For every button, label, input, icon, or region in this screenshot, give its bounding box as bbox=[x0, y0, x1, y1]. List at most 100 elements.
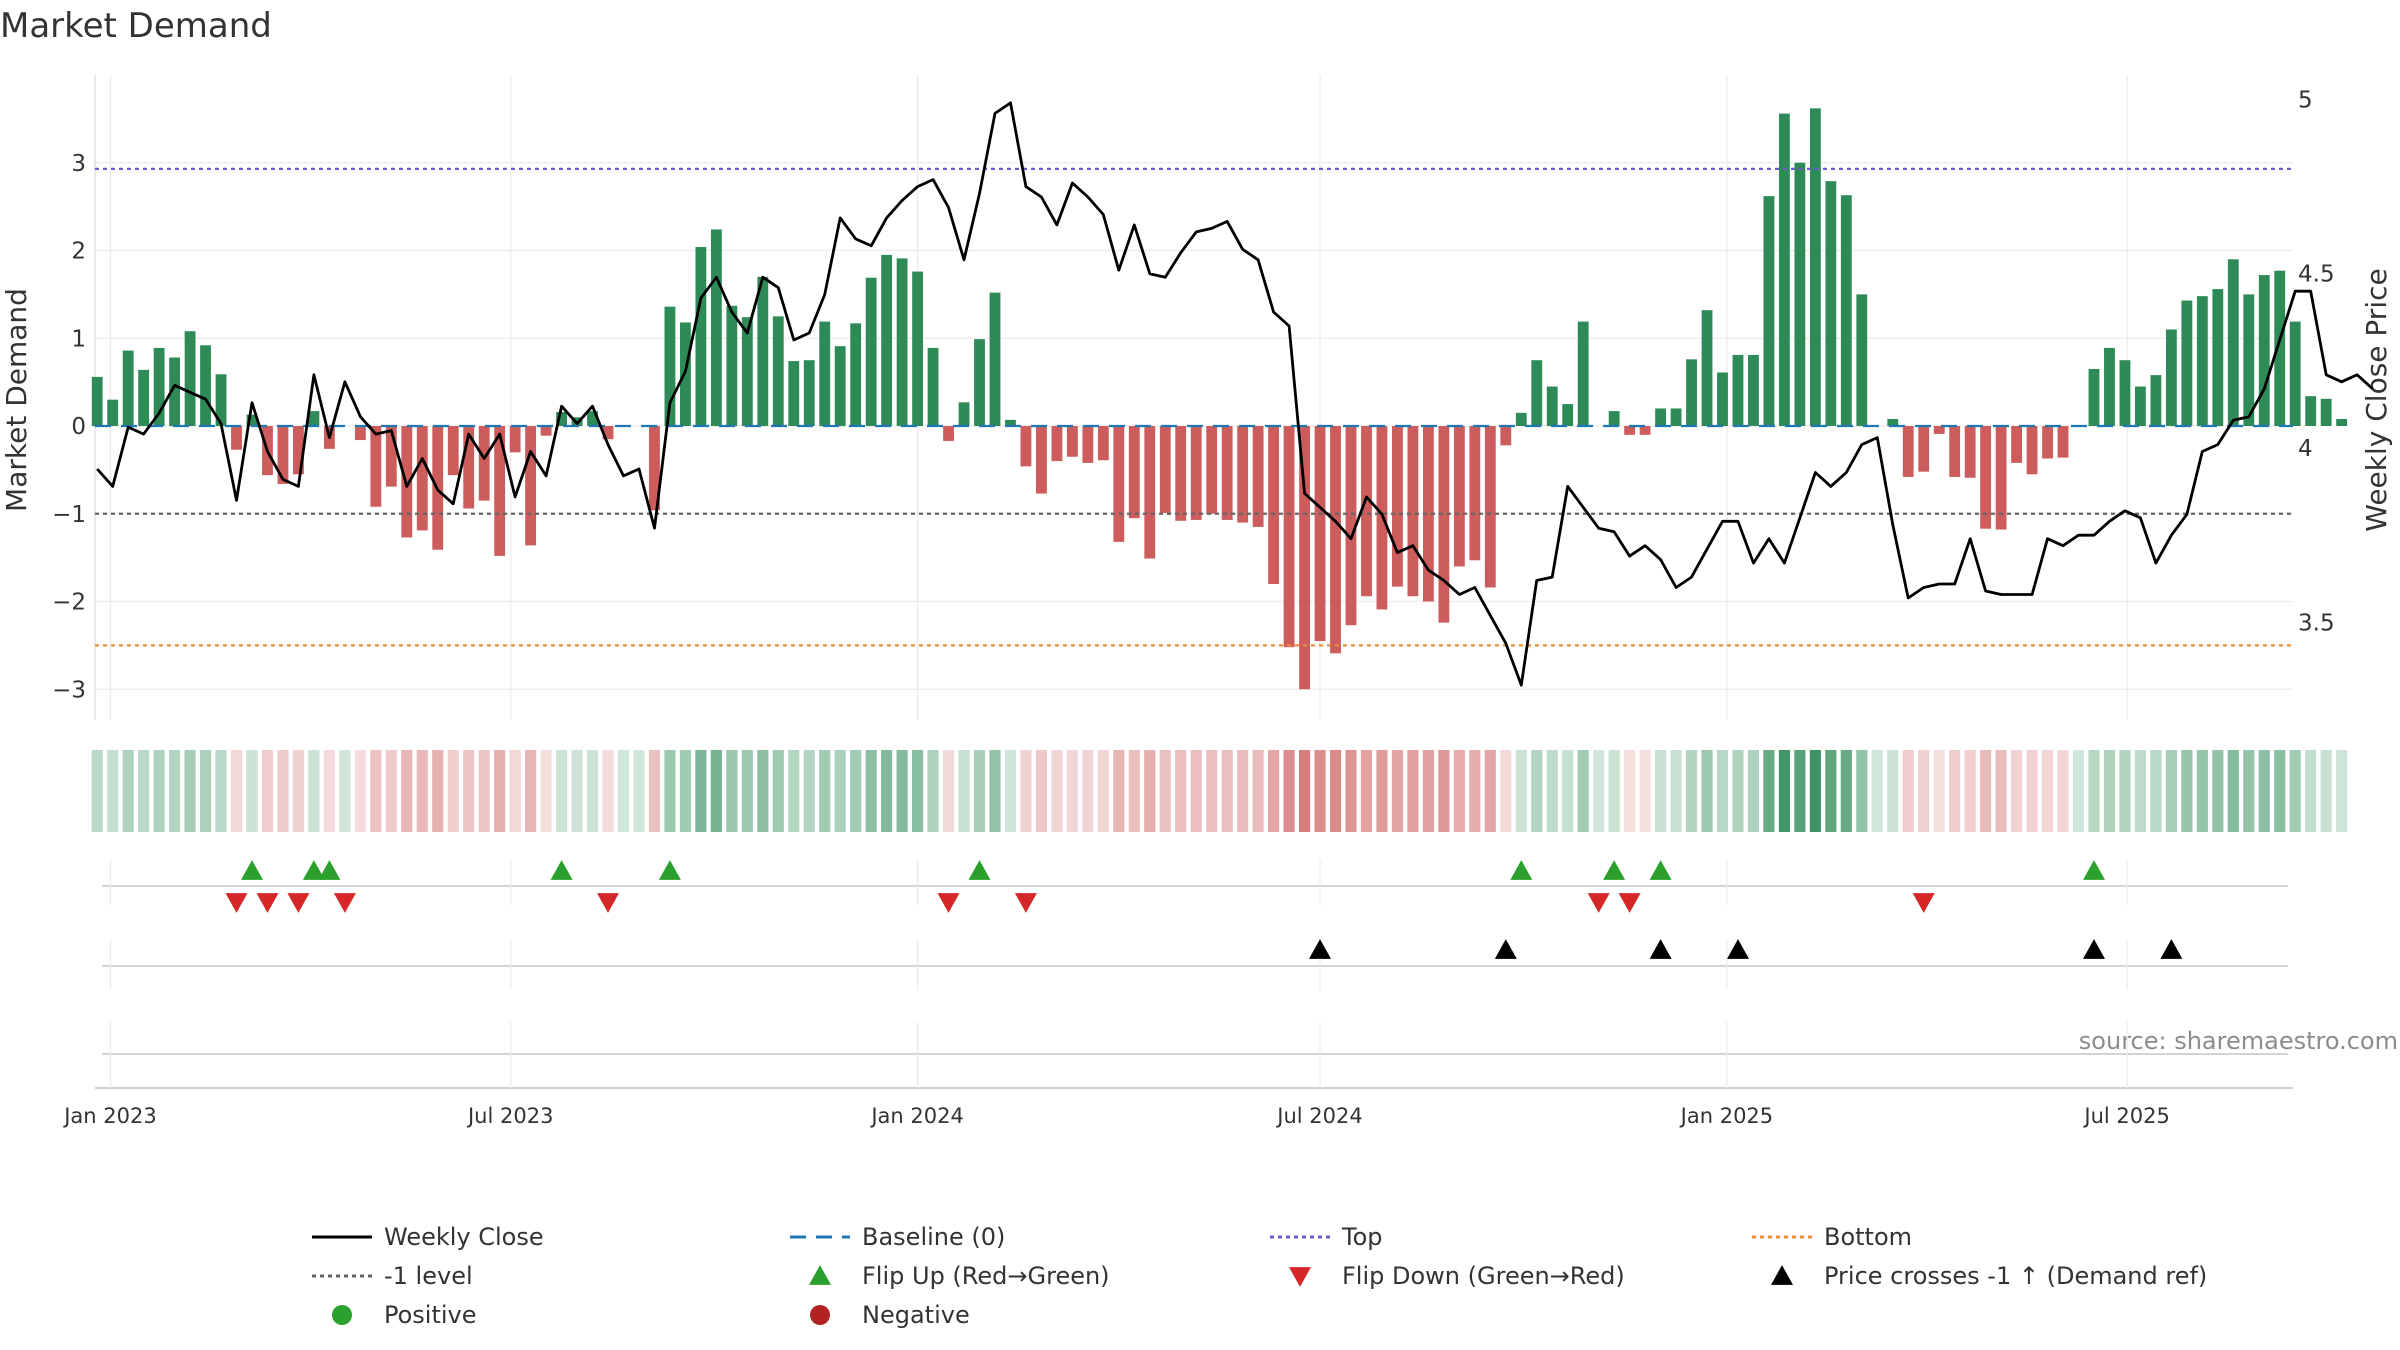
heat-cell bbox=[1778, 750, 1790, 832]
demand-bar bbox=[1422, 426, 1434, 602]
heat-cell bbox=[617, 750, 630, 832]
y-tick-left-label: 3 bbox=[71, 151, 86, 177]
heat-cell bbox=[2011, 750, 2023, 832]
y-tick-right-label: 3.5 bbox=[2298, 610, 2335, 636]
heat-cell bbox=[989, 750, 1001, 832]
legend-dot-swatch bbox=[332, 1305, 352, 1325]
flip-up-marker bbox=[1649, 860, 1672, 880]
heat-cell bbox=[664, 750, 676, 832]
heat-cell bbox=[1918, 750, 1930, 832]
flip-down-marker bbox=[333, 893, 356, 913]
heat-cell bbox=[1469, 750, 1481, 832]
demand-bar bbox=[1949, 426, 1961, 477]
heat-cell bbox=[958, 750, 970, 832]
legend-label: -1 level bbox=[384, 1262, 473, 1290]
demand-bar bbox=[293, 426, 304, 475]
price-series bbox=[96, 101, 2374, 687]
demand-bar bbox=[1701, 310, 1713, 427]
demand-bar bbox=[1036, 426, 1047, 494]
demand-bar bbox=[2258, 275, 2270, 427]
flip-up-marker bbox=[2083, 860, 2105, 880]
demand-bar bbox=[2026, 426, 2038, 475]
flip-down-marker bbox=[1912, 893, 1935, 913]
heat-cell bbox=[803, 750, 815, 832]
heat-cell bbox=[308, 750, 320, 832]
heat-cell bbox=[199, 750, 212, 832]
demand-bar bbox=[710, 229, 722, 427]
heat-cell bbox=[1407, 750, 1419, 832]
heat-cell bbox=[741, 750, 753, 832]
flip-down-marker bbox=[225, 893, 248, 913]
demand-bar bbox=[463, 426, 475, 509]
demand-bar bbox=[385, 426, 397, 487]
heat-cell bbox=[292, 750, 305, 832]
heat-cell bbox=[1980, 750, 1992, 832]
demand-bar bbox=[2119, 360, 2131, 427]
heat-cell bbox=[246, 750, 258, 832]
x-tick-label: Jul 2025 bbox=[2082, 1104, 2169, 1128]
demand-bar bbox=[1237, 426, 1249, 523]
demand-heat-strip bbox=[91, 750, 2348, 832]
heat-cell bbox=[107, 750, 119, 832]
demand-bar bbox=[1778, 113, 1790, 427]
heat-cell bbox=[1716, 750, 1729, 832]
y-tick-left-label: −2 bbox=[52, 590, 86, 616]
heat-cell bbox=[401, 750, 413, 832]
demand-bar bbox=[2011, 426, 2023, 463]
heat-cell bbox=[2196, 750, 2208, 832]
heat-cell bbox=[1376, 750, 1388, 832]
heat-cell bbox=[1670, 750, 1682, 832]
demand-bar bbox=[1113, 426, 1125, 542]
demand-bar bbox=[1902, 426, 1914, 477]
y-tick-right-label: 4 bbox=[2298, 436, 2313, 462]
demand-bar bbox=[1686, 359, 1697, 427]
flip-up-marker bbox=[1510, 860, 1533, 880]
demand-bar bbox=[1717, 372, 1728, 427]
heat-cell bbox=[261, 750, 274, 832]
heat-cell bbox=[169, 750, 181, 832]
heat-cell bbox=[1871, 750, 1883, 832]
heat-cell bbox=[2320, 750, 2332, 832]
heat-cell bbox=[1283, 750, 1295, 832]
cross-markers-track bbox=[102, 939, 2288, 990]
demand-bar bbox=[587, 411, 598, 427]
demand-bar bbox=[1144, 426, 1156, 559]
legend-label: Negative bbox=[862, 1301, 970, 1329]
flip-up-marker bbox=[241, 860, 263, 880]
heat-cell bbox=[772, 750, 784, 832]
flip-up-marker bbox=[302, 860, 325, 880]
demand-bar bbox=[757, 276, 769, 427]
heat-cell bbox=[1593, 750, 1605, 832]
x-tick-label: Jan 2025 bbox=[1679, 1104, 1774, 1128]
demand-bar bbox=[1964, 426, 1976, 478]
legend-triangle-up-swatch bbox=[1771, 1265, 1793, 1285]
x-tick-label: Jan 2024 bbox=[869, 1104, 964, 1128]
demand-bar bbox=[2042, 426, 2053, 459]
heat-cell bbox=[1206, 750, 1218, 832]
demand-bar bbox=[1933, 426, 1945, 434]
heat-cell bbox=[1391, 750, 1404, 832]
heat-cell bbox=[1995, 750, 2007, 832]
demand-bar bbox=[1314, 426, 1326, 642]
heat-cell bbox=[1329, 750, 1342, 832]
demand-bar bbox=[416, 426, 428, 531]
flip-up-marker bbox=[550, 860, 573, 880]
flip-down-marker bbox=[287, 893, 310, 913]
legend-label: Weekly Close bbox=[384, 1223, 544, 1251]
heat-cell bbox=[819, 750, 831, 832]
demand-bar bbox=[153, 347, 165, 427]
heat-cell bbox=[540, 750, 552, 832]
heat-cell bbox=[509, 750, 521, 832]
demand-bar bbox=[2135, 386, 2146, 427]
heat-cell bbox=[912, 750, 924, 832]
x-axis: Jan 2023 Jul 2023 Jan 2024 Jul 2024 Jan 2025… bbox=[62, 1022, 2293, 1128]
heat-cell bbox=[1438, 750, 1450, 832]
demand-bar bbox=[2320, 398, 2332, 427]
demand-bar bbox=[2227, 259, 2239, 427]
legend-label: Baseline (0) bbox=[862, 1223, 1005, 1251]
demand-bar bbox=[556, 411, 567, 427]
demand-bar bbox=[1190, 426, 1202, 520]
heat-cell bbox=[1484, 750, 1496, 832]
demand-bar bbox=[943, 426, 954, 441]
